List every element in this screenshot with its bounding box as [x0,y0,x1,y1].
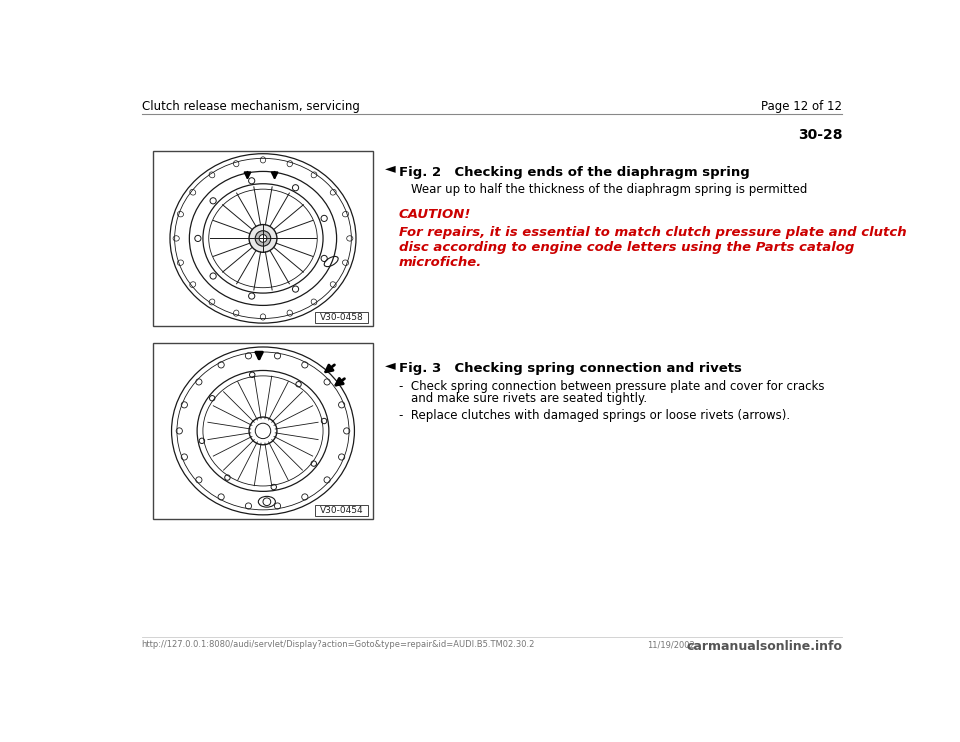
Text: 30-28: 30-28 [798,128,842,142]
Circle shape [249,417,276,444]
Bar [315,312,368,323]
Text: and make sure rivets are seated tightly.: and make sure rivets are seated tightly. [411,393,647,405]
Text: CAUTION!: CAUTION! [399,209,471,221]
Bar [153,151,373,326]
Text: V30-0454: V30-0454 [320,506,364,515]
Text: Wear up to half the thickness of the diaphragm spring is permitted: Wear up to half the thickness of the dia… [412,183,807,196]
Bar [153,343,373,519]
Text: Checking ends of the diaphragm spring: Checking ends of the diaphragm spring [436,166,750,179]
Text: ◄: ◄ [385,358,396,372]
Text: V30-0458: V30-0458 [320,313,364,322]
Ellipse shape [258,496,276,507]
Text: -  Replace clutches with damaged springs or loose rivets (arrows).: - Replace clutches with damaged springs … [399,410,790,422]
Text: 11/19/2002: 11/19/2002 [647,640,695,649]
Text: -  Check spring connection between pressure plate and cover for cracks: - Check spring connection between pressu… [399,380,825,393]
Text: Clutch release mechanism, servicing: Clutch release mechanism, servicing [142,100,360,113]
Text: carmanualsonline.info: carmanualsonline.info [686,640,842,653]
Circle shape [249,225,276,252]
Bar [315,505,368,516]
Text: Checking spring connection and rivets: Checking spring connection and rivets [436,362,742,375]
Circle shape [259,234,267,243]
Text: http://127.0.0.1:8080/audi/servlet/Display?action=Goto&type=repair&id=AUDI.B5.TM: http://127.0.0.1:8080/audi/servlet/Displ… [142,640,535,649]
Text: For repairs, it is essential to match clutch pressure plate and clutch
disc acco: For repairs, it is essential to match cl… [399,226,906,269]
Text: Fig. 3: Fig. 3 [399,362,442,375]
Text: ◄: ◄ [385,161,396,175]
Text: Fig. 2: Fig. 2 [399,166,442,179]
Circle shape [255,231,271,246]
Text: Page 12 of 12: Page 12 of 12 [761,100,842,113]
